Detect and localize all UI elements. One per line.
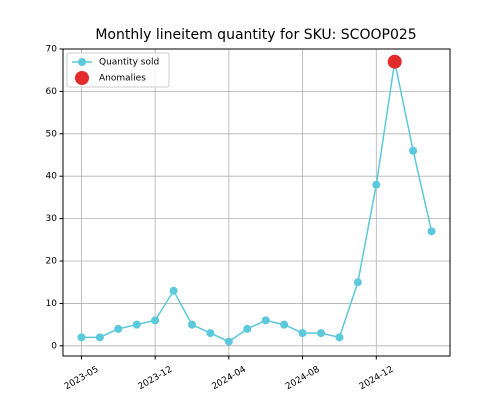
data-point xyxy=(151,316,160,325)
data-point xyxy=(188,320,196,329)
data-point xyxy=(372,180,381,189)
legend-label: Anomalies xyxy=(99,74,146,84)
data-point xyxy=(335,333,344,342)
y-tick-label: 20 xyxy=(46,257,58,267)
data-point xyxy=(317,329,325,338)
x-tick-label: 2024-04 xyxy=(210,365,248,393)
data-point xyxy=(224,337,233,346)
y-tick-label: 10 xyxy=(46,299,58,309)
data-point xyxy=(132,320,141,329)
y-tick-label: 60 xyxy=(46,87,58,97)
data-point xyxy=(95,333,104,342)
data-point xyxy=(298,329,307,338)
plot-frame xyxy=(62,48,451,357)
x-tick-label: 2024-08 xyxy=(284,365,322,393)
data-point xyxy=(206,329,215,338)
data-point xyxy=(169,286,178,295)
data-point xyxy=(261,316,270,325)
data-point xyxy=(409,146,418,155)
y-tick-label: 0 xyxy=(51,341,57,351)
y-tick-label: 40 xyxy=(46,172,58,182)
data-point xyxy=(114,324,123,333)
y-tick-label: 70 xyxy=(46,45,58,55)
x-tick-label: 2024-12 xyxy=(358,365,396,392)
chart-title: Monthly lineitem quantity for SKU: SCOOP… xyxy=(95,27,416,43)
data-point xyxy=(427,227,436,236)
data-point xyxy=(243,324,252,333)
x-tick-label: 2023-12 xyxy=(137,365,175,392)
legend-marker xyxy=(78,58,86,66)
data-point xyxy=(280,320,289,329)
data-point xyxy=(353,278,362,287)
x-tick-label: 2023-05 xyxy=(63,365,101,392)
legend-marker xyxy=(75,71,89,85)
legend-label: Quantity sold xyxy=(99,58,159,68)
legend-box xyxy=(66,52,170,88)
data-line xyxy=(81,61,433,343)
y-tick-label: 30 xyxy=(46,214,58,224)
y-tick-label: 50 xyxy=(46,129,58,139)
data-point xyxy=(77,333,86,342)
anomaly-point xyxy=(387,54,402,69)
